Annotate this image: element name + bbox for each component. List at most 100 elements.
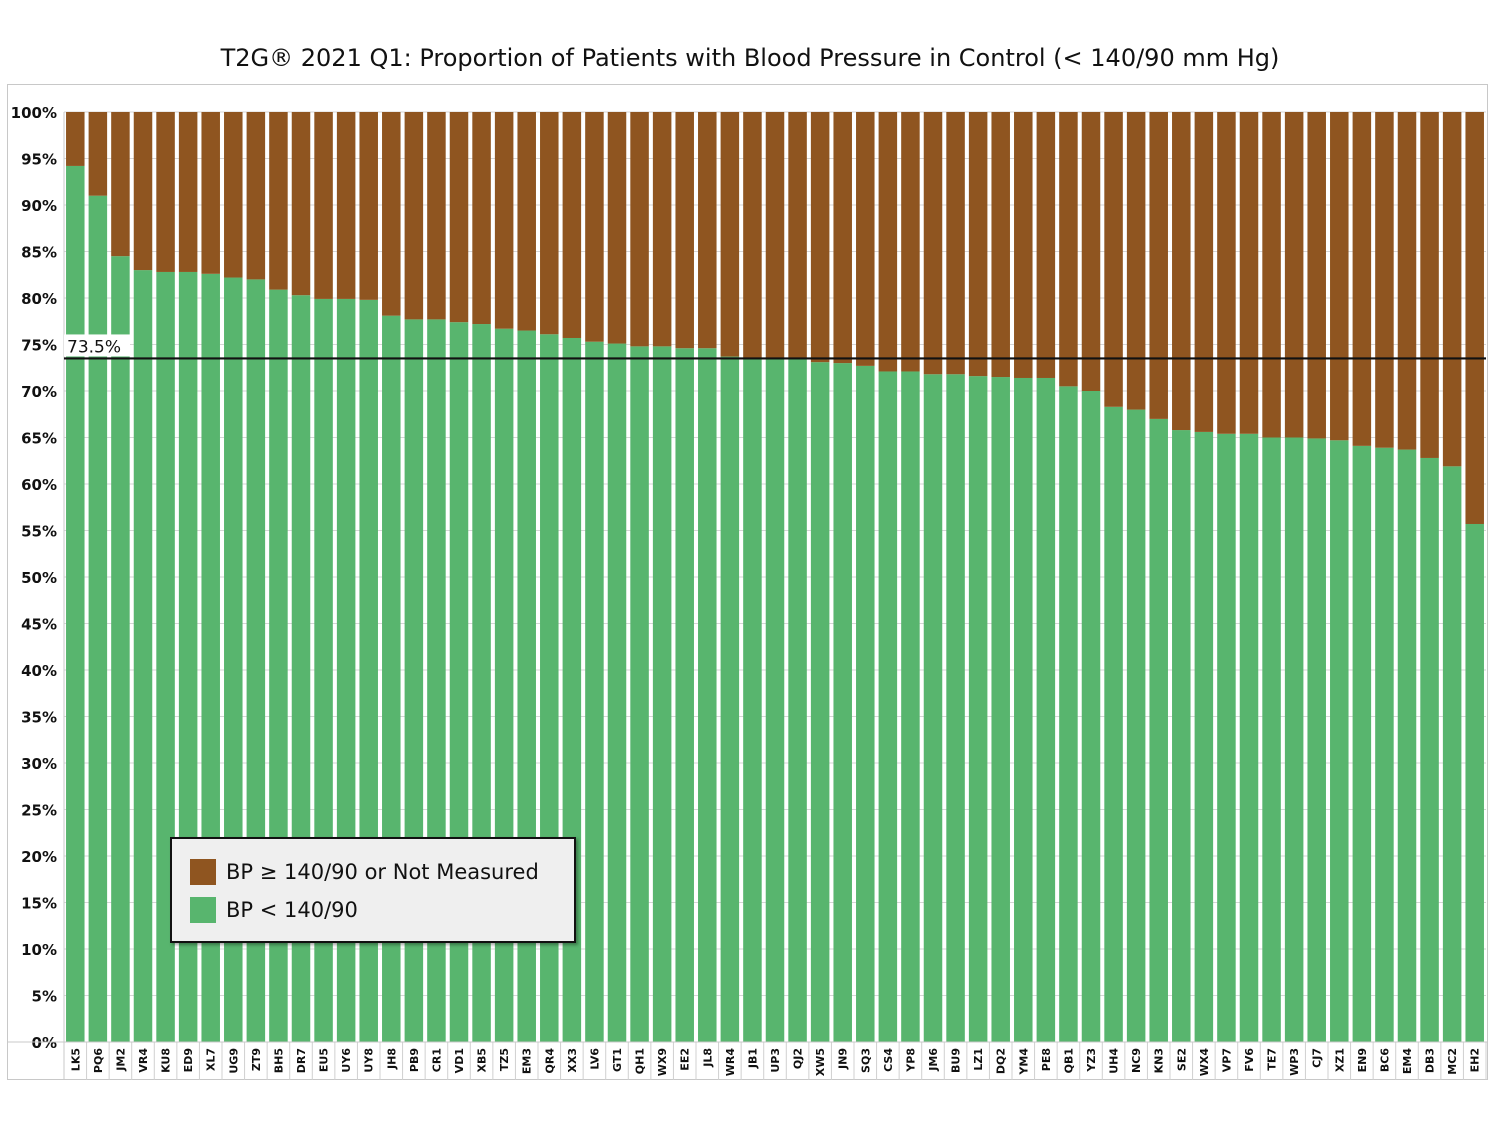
bar-not-controlled [1352,112,1372,446]
bar-controlled [788,359,807,1042]
bar-not-controlled [946,112,965,375]
x-tick-label: CJ7 [1311,1048,1324,1068]
bar-not-controlled [856,112,875,366]
bar-not-controlled [1014,112,1033,378]
x-tick-label: QH1 [634,1048,647,1074]
bar-not-controlled [1375,112,1394,448]
x-tick-label: WR4 [724,1048,737,1077]
x-tick-label: CR1 [430,1048,443,1072]
bar-not-controlled [652,112,672,347]
y-tick-label: 75% [21,337,57,355]
bar-not-controlled [720,112,740,357]
bar-controlled [833,363,852,1043]
y-tick-label: 35% [21,709,57,727]
bar-controlled [856,365,875,1042]
bar-controlled [698,348,717,1043]
bar-not-controlled [540,112,559,335]
bar-not-controlled [359,112,378,300]
bar-not-controlled [156,112,175,272]
bar-not-controlled [1330,112,1349,441]
bar-not-controlled [224,112,243,278]
bar-controlled [1262,437,1281,1042]
x-tick-label: YZ3 [1085,1048,1098,1073]
y-tick-label: 10% [21,941,57,959]
bar-not-controlled [1217,112,1236,434]
x-tick-label: GT1 [611,1048,624,1072]
x-tick-label: UP3 [769,1048,782,1073]
bar-controlled [1081,391,1101,1042]
bar-not-controlled [1081,112,1101,391]
bar-not-controlled [382,112,401,316]
bar-controlled [1284,437,1304,1042]
y-tick-label: 85% [21,244,57,262]
bar-controlled [1149,418,1168,1042]
bar-not-controlled [336,112,356,299]
bar-not-controlled [585,112,604,342]
bar-controlled [1375,447,1394,1043]
x-tick-label: LK5 [69,1048,82,1071]
x-tick-label: WX4 [1198,1048,1211,1077]
bar-not-controlled [878,112,898,372]
x-tick-label: JM6 [927,1048,940,1072]
x-tick-label: VR4 [137,1048,150,1073]
bar-not-controlled [111,112,130,257]
bar-not-controlled [1126,112,1146,410]
chart-title: T2G® 2021 Q1: Proportion of Patients wit… [220,44,1280,72]
x-tick-label: LZ1 [972,1048,985,1071]
x-tick-label: DQ2 [995,1048,1008,1074]
bar-not-controlled [788,112,807,360]
bar-controlled [1442,466,1462,1043]
x-tick-label: JM2 [114,1048,127,1072]
bar-not-controlled [765,112,785,360]
bar-not-controlled [1172,112,1191,431]
bar-controlled [968,376,988,1042]
x-tick-label: EU5 [318,1048,331,1072]
legend-item-not-controlled: BP ≥ 140/90 or Not Measured [190,859,539,885]
x-tick-label: MC2 [1446,1048,1459,1075]
bar-controlled [720,356,740,1043]
x-tick-label: PQ6 [92,1048,105,1073]
bar-not-controlled [494,112,514,329]
bar-controlled [1352,445,1372,1042]
bar-not-controlled [246,112,266,280]
y-tick-label: 45% [21,616,57,634]
bar-controlled [133,270,153,1043]
x-tick-label: YM4 [1017,1048,1030,1076]
y-tick-label: 50% [21,569,57,587]
x-tick-label: DR7 [295,1048,308,1073]
x-tick-label: WX9 [656,1048,669,1076]
bar-not-controlled [1465,112,1484,524]
x-tick-label: PB9 [408,1048,421,1072]
x-tick-label: DB3 [1424,1048,1437,1073]
bar-controlled [1239,433,1259,1042]
x-tick-label: EM3 [521,1048,534,1074]
bar-not-controlled [698,112,717,349]
bar-controlled [1194,431,1214,1042]
bar-controlled [1126,409,1146,1043]
y-tick-label: 100% [11,104,57,122]
y-tick-label: 55% [21,523,57,541]
bar-controlled [652,346,672,1042]
bar-not-controlled [1420,112,1439,458]
x-tick-label: BC6 [1378,1048,1391,1072]
x-tick-label: EM4 [1401,1048,1414,1074]
x-tick-label: EN9 [1356,1048,1369,1072]
y-tick-label: 25% [21,802,57,820]
x-tick-label: BU9 [950,1048,963,1073]
chart-frame [7,84,1488,1080]
bar-not-controlled [810,112,830,363]
x-tick-label: JH8 [385,1048,398,1070]
bar-not-controlled [88,112,108,196]
x-tick-label: KU8 [160,1048,173,1073]
x-tick-label: QJ2 [792,1048,805,1069]
x-tick-label: YP8 [904,1048,917,1073]
bar-not-controlled [178,112,198,272]
bar-not-controlled [675,112,694,349]
bar-not-controlled [404,112,424,320]
bar-not-controlled [901,112,920,372]
bar-not-controlled [291,112,311,296]
bar-controlled [1172,430,1191,1042]
x-tick-label: XW5 [814,1048,827,1076]
x-tick-label: QB1 [1062,1048,1075,1073]
bar-controlled [607,343,627,1042]
